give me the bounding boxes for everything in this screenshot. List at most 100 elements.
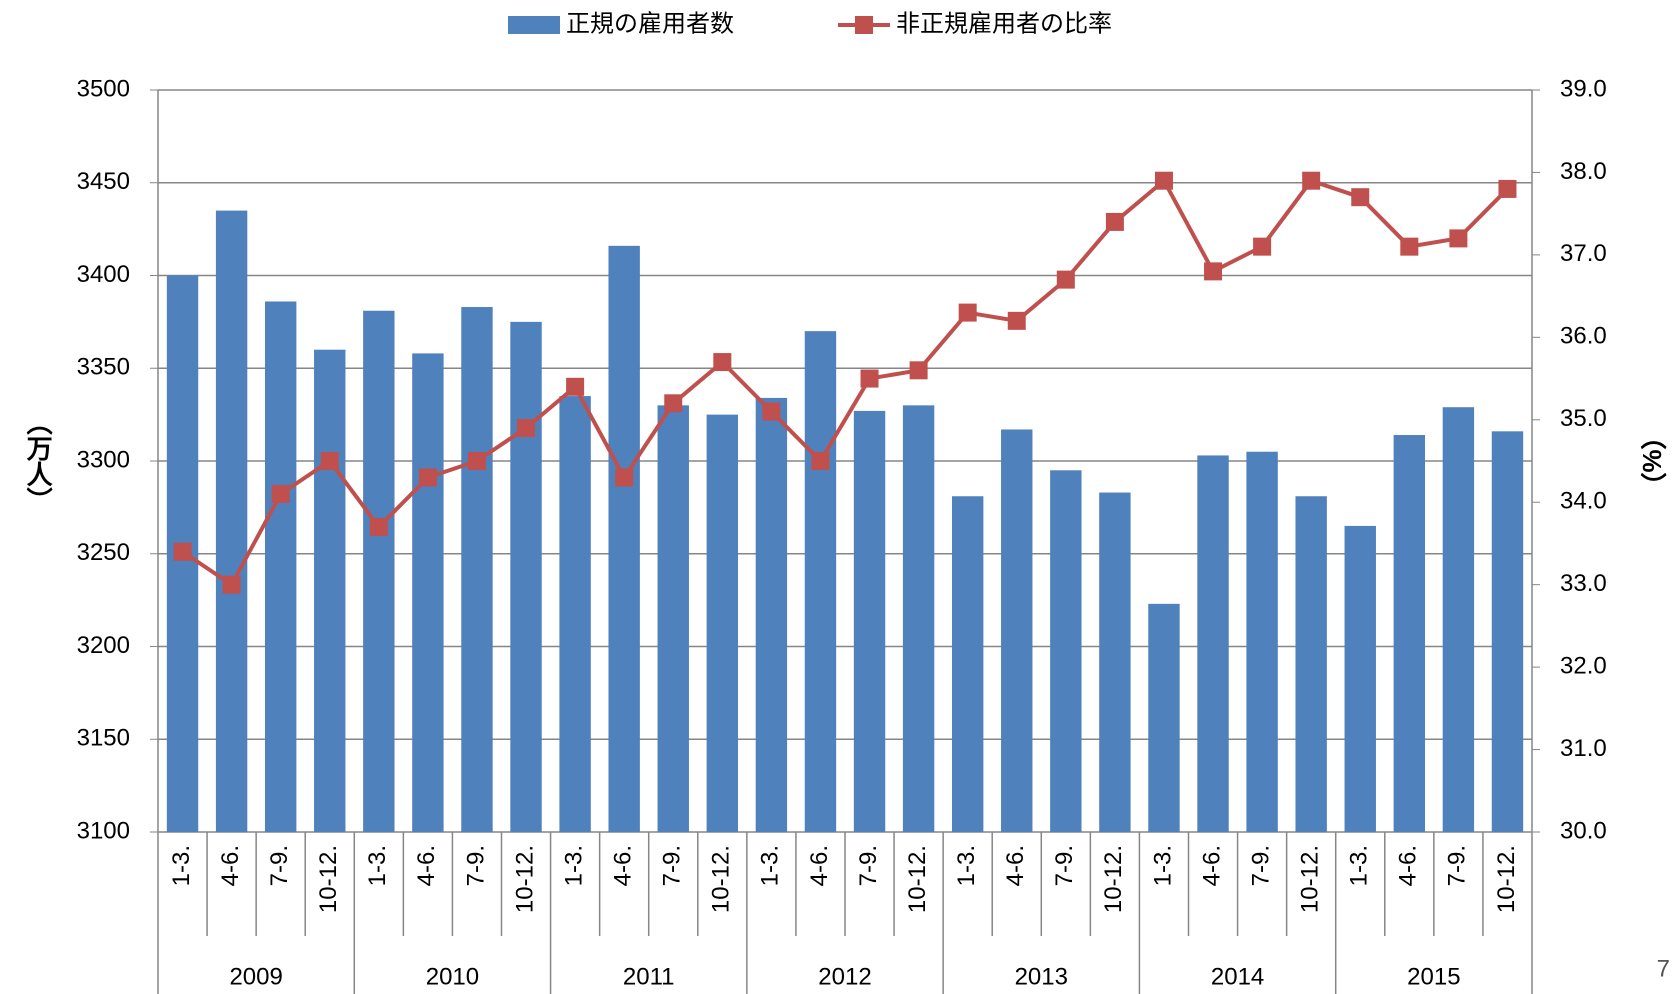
y2-tick-label: 33.0 bbox=[1560, 570, 1607, 597]
y2-tick-label: 38.0 bbox=[1560, 158, 1607, 185]
line-marker bbox=[615, 468, 634, 487]
x-tick-label: 10-12. bbox=[708, 845, 735, 913]
bar bbox=[1197, 455, 1229, 832]
bar bbox=[902, 405, 935, 832]
line-marker bbox=[958, 303, 977, 322]
line-marker bbox=[1302, 171, 1321, 190]
y2-tick-label: 36.0 bbox=[1560, 323, 1607, 350]
y-tick-label: 3250 bbox=[77, 539, 130, 566]
x-tick-label: 1-3. bbox=[1346, 845, 1373, 886]
year-label: 2014 bbox=[1211, 963, 1264, 990]
x-tick-label: 4-6. bbox=[1395, 845, 1422, 886]
line-marker bbox=[1498, 179, 1517, 198]
line-marker bbox=[1253, 237, 1272, 256]
bar bbox=[608, 245, 640, 832]
bar bbox=[1393, 435, 1426, 832]
y-tick-label: 3400 bbox=[77, 261, 130, 288]
line-marker bbox=[713, 353, 732, 372]
y-tick-label: 3450 bbox=[77, 168, 130, 195]
line-marker bbox=[418, 468, 437, 487]
x-tick-label: 1-3. bbox=[560, 845, 587, 886]
y2-tick-label: 39.0 bbox=[1560, 75, 1607, 102]
x-tick-label: 1-3. bbox=[757, 845, 784, 886]
y2-tick-label: 32.0 bbox=[1560, 652, 1607, 679]
y2-tick-label: 35.0 bbox=[1560, 405, 1607, 432]
line-marker bbox=[173, 542, 192, 561]
x-tick-label: 7-9. bbox=[1444, 845, 1471, 886]
bar bbox=[412, 353, 444, 832]
line-marker bbox=[1007, 311, 1026, 330]
x-tick-label: 7-9. bbox=[1247, 845, 1274, 886]
bar bbox=[215, 210, 248, 832]
line-marker bbox=[1204, 262, 1223, 281]
line-marker bbox=[1056, 270, 1075, 289]
legend-label: 非正規雇用者の比率 bbox=[896, 10, 1112, 37]
x-tick-label: 10-12. bbox=[511, 845, 538, 913]
x-tick-label: 7-9. bbox=[266, 845, 293, 886]
y2-tick-label: 31.0 bbox=[1560, 735, 1607, 762]
bar bbox=[264, 301, 297, 833]
y-tick-label: 3150 bbox=[77, 725, 130, 752]
x-tick-label: 10-12. bbox=[315, 845, 342, 913]
line-marker bbox=[1400, 237, 1419, 256]
bar bbox=[1344, 525, 1376, 832]
legend-swatch bbox=[855, 16, 873, 34]
line-marker bbox=[271, 484, 290, 503]
line-marker bbox=[369, 517, 388, 536]
y2-tick-label: 34.0 bbox=[1560, 488, 1607, 515]
x-tick-label: 10-12. bbox=[1297, 845, 1324, 913]
y-tick-label: 3300 bbox=[77, 446, 130, 473]
line-marker bbox=[517, 419, 536, 438]
year-label: 2013 bbox=[1015, 963, 1068, 990]
x-tick-label: 7-9. bbox=[462, 845, 489, 886]
line-marker bbox=[1449, 229, 1468, 248]
bar bbox=[461, 307, 493, 832]
bar bbox=[706, 414, 739, 832]
bar bbox=[1148, 603, 1180, 832]
x-tick-label: 10-12. bbox=[904, 845, 931, 913]
x-tick-label: 10-12. bbox=[1493, 845, 1520, 913]
line-marker bbox=[222, 575, 241, 594]
x-tick-label: 7-9. bbox=[855, 845, 882, 886]
y-tick-label: 3350 bbox=[77, 354, 130, 381]
bar bbox=[755, 397, 788, 832]
line-marker bbox=[811, 452, 830, 470]
x-tick-label: 10-12. bbox=[1100, 845, 1127, 913]
line-marker bbox=[566, 377, 585, 396]
year-label: 2009 bbox=[229, 963, 282, 990]
x-tick-label: 4-6. bbox=[806, 845, 833, 886]
line-marker bbox=[1154, 171, 1173, 190]
bar bbox=[804, 331, 837, 832]
x-tick-label: 7-9. bbox=[659, 845, 686, 886]
x-tick-label: 1-3. bbox=[364, 845, 391, 886]
bar bbox=[1246, 451, 1278, 832]
y-tick-label: 3500 bbox=[77, 75, 130, 102]
y2-axis-label: （%） bbox=[1637, 423, 1667, 498]
y2-tick-label: 37.0 bbox=[1560, 240, 1607, 267]
year-label: 2012 bbox=[818, 963, 871, 990]
x-tick-label: 1-3. bbox=[953, 845, 980, 886]
bar bbox=[951, 496, 984, 832]
line-marker bbox=[467, 452, 486, 470]
y-tick-label: 3200 bbox=[77, 632, 130, 659]
bar bbox=[1491, 431, 1524, 832]
bar bbox=[853, 410, 886, 832]
bar bbox=[510, 321, 542, 832]
year-label: 2015 bbox=[1407, 963, 1460, 990]
line bbox=[181, 177, 1509, 588]
y2-tick-label: 30.0 bbox=[1560, 817, 1607, 844]
line-marker bbox=[762, 402, 781, 421]
legend-label: 正規の雇用者数 bbox=[566, 10, 734, 37]
bar bbox=[1001, 429, 1033, 832]
x-tick-label: 4-6. bbox=[610, 845, 637, 886]
bar bbox=[1050, 470, 1082, 832]
line-marker bbox=[909, 361, 928, 380]
bar bbox=[657, 405, 689, 832]
x-tick-label: 1-3. bbox=[168, 845, 195, 886]
page-number: 7 bbox=[1657, 955, 1670, 982]
bar bbox=[1295, 496, 1327, 832]
bar bbox=[1442, 407, 1475, 832]
x-tick-label: 4-6. bbox=[1198, 845, 1225, 886]
bar bbox=[314, 349, 346, 832]
